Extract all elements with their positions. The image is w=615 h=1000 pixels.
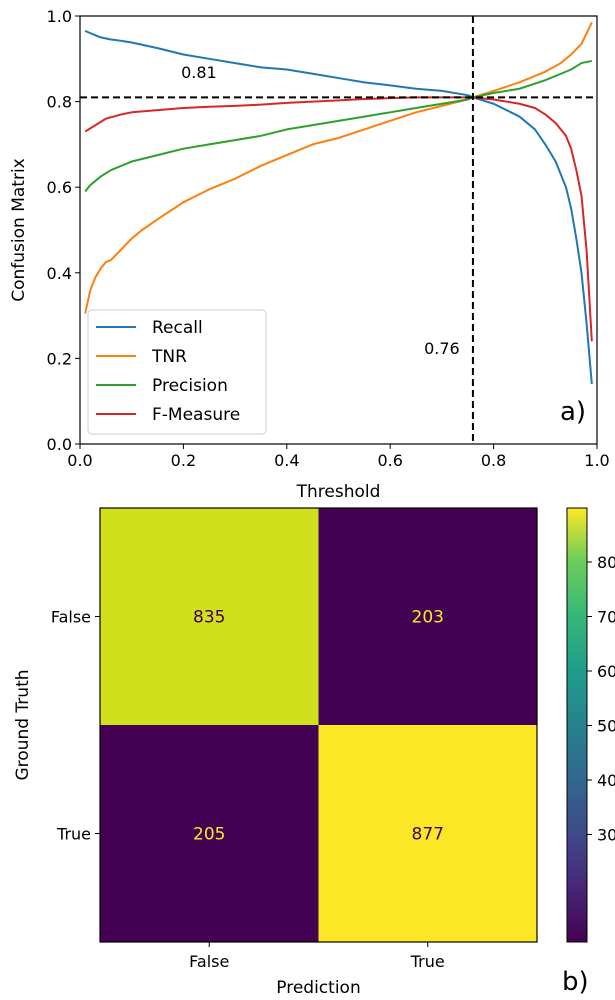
series-line-tnr — [84, 21, 593, 314]
series-line-recall — [84, 30, 593, 385]
colorbar-tick-label: 80 — [597, 553, 615, 572]
x-tick-label: 0.8 — [481, 451, 506, 470]
panel-label-a: a) — [560, 397, 586, 427]
annotation-label: 0.81 — [181, 63, 217, 82]
x-tick-label: 0.2 — [171, 451, 196, 470]
plot-lines — [84, 21, 593, 385]
y-tick-label: 0.6 — [47, 178, 72, 197]
cell-value-label: 205 — [193, 825, 225, 845]
x-tick-label: 1.0 — [584, 451, 609, 470]
legend-entries: Recall TNR Precision F-Measure — [96, 318, 240, 425]
reference-lines — [80, 16, 597, 444]
panel-label-b: b) — [562, 967, 589, 997]
matrix-cells: 835 203 205 877 — [100, 508, 537, 942]
colorbar — [566, 507, 588, 943]
matrix-cell — [100, 508, 319, 725]
colorbar-ticks: 80 70 60 50 40 30 — [587, 553, 615, 845]
x-axis-title: Threshold — [296, 482, 381, 502]
plot-frame — [79, 15, 598, 445]
y-tick-label: 0.4 — [47, 264, 72, 283]
colorbar-tick-label: 60 — [597, 662, 615, 681]
y-axis-ticks: 0.0 0.2 0.4 0.6 0.8 1.0 — [47, 7, 80, 454]
cell-value-label: 835 — [193, 608, 225, 628]
x-tick-label: 0.4 — [274, 451, 299, 470]
series-line-precision — [84, 59, 593, 193]
x-tick-label: True — [410, 952, 445, 971]
x-axis-title: Prediction — [276, 978, 360, 998]
legend-label: Recall — [152, 318, 203, 338]
annotation-label: 0.76 — [424, 339, 460, 358]
y-tick-label: 1.0 — [47, 7, 72, 26]
legend: Recall TNR Precision F-Measure — [87, 309, 267, 435]
x-axis-ticks: 0.0 0.2 0.4 0.6 0.8 1.0 — [67, 444, 610, 470]
legend-label: TNR — [151, 347, 187, 367]
matrix-cell — [318, 725, 537, 942]
y-tick-label: False — [51, 608, 91, 627]
x-tick-label: 0.6 — [377, 451, 402, 470]
cell-value-label: 203 — [412, 608, 444, 628]
x-axis-ticks: False True — [189, 942, 445, 971]
cell-value-label: 877 — [412, 825, 444, 845]
legend-box — [87, 309, 267, 435]
annotations: 0.81 0.76 — [181, 63, 460, 358]
legend-label: F-Measure — [152, 405, 240, 425]
y-axis-ticks: False True — [51, 608, 100, 844]
confusion-matrix: 835 203 205 877 False True False True Predict… — [13, 507, 615, 998]
matrix-frame — [99, 507, 538, 943]
series-line-f-measure — [84, 96, 593, 342]
legend-label: Precision — [152, 376, 228, 396]
colorbar-tick-label: 50 — [597, 717, 615, 736]
y-axis-title: Confusion Matrix — [9, 158, 29, 302]
colorbar-tick-label: 70 — [597, 608, 615, 627]
y-axis-title: Ground Truth — [13, 669, 33, 780]
matrix-cell — [100, 725, 319, 942]
x-tick-label: False — [189, 952, 229, 971]
y-tick-label: True — [56, 825, 91, 844]
threshold-line-chart: 0.0 0.2 0.4 0.6 0.8 1.0 0.0 0.2 0.4 0.6 0.8 1.0 Th… — [9, 7, 610, 502]
colorbar-tick-label: 30 — [597, 826, 615, 845]
colorbar-tick-label: 40 — [597, 771, 615, 790]
y-tick-label: 0.2 — [47, 349, 72, 368]
matrix-cell — [318, 508, 537, 725]
y-tick-label: 0.8 — [47, 93, 72, 112]
y-tick-label: 0.0 — [47, 435, 72, 454]
x-tick-label: 0.0 — [67, 451, 92, 470]
